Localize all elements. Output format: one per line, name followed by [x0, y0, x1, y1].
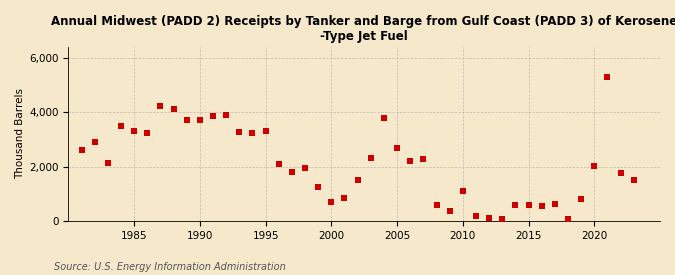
- Point: [405, 159, 416, 163]
- Y-axis label: Thousand Barrels: Thousand Barrels: [15, 89, 25, 180]
- Point: [142, 130, 153, 135]
- Point: [273, 162, 284, 166]
- Point: [313, 185, 323, 189]
- Point: [418, 157, 429, 161]
- Point: [523, 203, 534, 207]
- Point: [247, 131, 258, 136]
- Point: [510, 203, 521, 208]
- Point: [129, 128, 140, 133]
- Point: [103, 160, 113, 165]
- Point: [115, 124, 126, 129]
- Point: [89, 139, 100, 144]
- Point: [497, 217, 508, 221]
- Point: [221, 113, 232, 117]
- Point: [458, 189, 468, 193]
- Point: [562, 216, 573, 221]
- Point: [352, 178, 363, 182]
- Point: [76, 148, 87, 153]
- Point: [208, 114, 219, 118]
- Point: [168, 106, 179, 111]
- Point: [392, 145, 402, 150]
- Text: Source: U.S. Energy Information Administration: Source: U.S. Energy Information Administ…: [54, 262, 286, 272]
- Point: [615, 171, 626, 175]
- Point: [379, 116, 389, 120]
- Point: [365, 155, 376, 160]
- Point: [286, 169, 297, 174]
- Point: [536, 204, 547, 208]
- Title: Annual Midwest (PADD 2) Receipts by Tanker and Barge from Gulf Coast (PADD 3) of: Annual Midwest (PADD 2) Receipts by Tank…: [51, 15, 675, 43]
- Point: [549, 201, 560, 206]
- Point: [589, 163, 599, 168]
- Point: [182, 117, 192, 122]
- Point: [194, 118, 205, 122]
- Point: [602, 75, 613, 79]
- Point: [339, 196, 350, 200]
- Point: [431, 203, 442, 207]
- Point: [260, 129, 271, 133]
- Point: [628, 178, 639, 182]
- Point: [234, 130, 245, 134]
- Point: [326, 200, 337, 204]
- Point: [576, 197, 587, 202]
- Point: [470, 214, 481, 218]
- Point: [484, 216, 495, 220]
- Point: [444, 209, 455, 213]
- Point: [300, 166, 310, 170]
- Point: [155, 104, 166, 108]
